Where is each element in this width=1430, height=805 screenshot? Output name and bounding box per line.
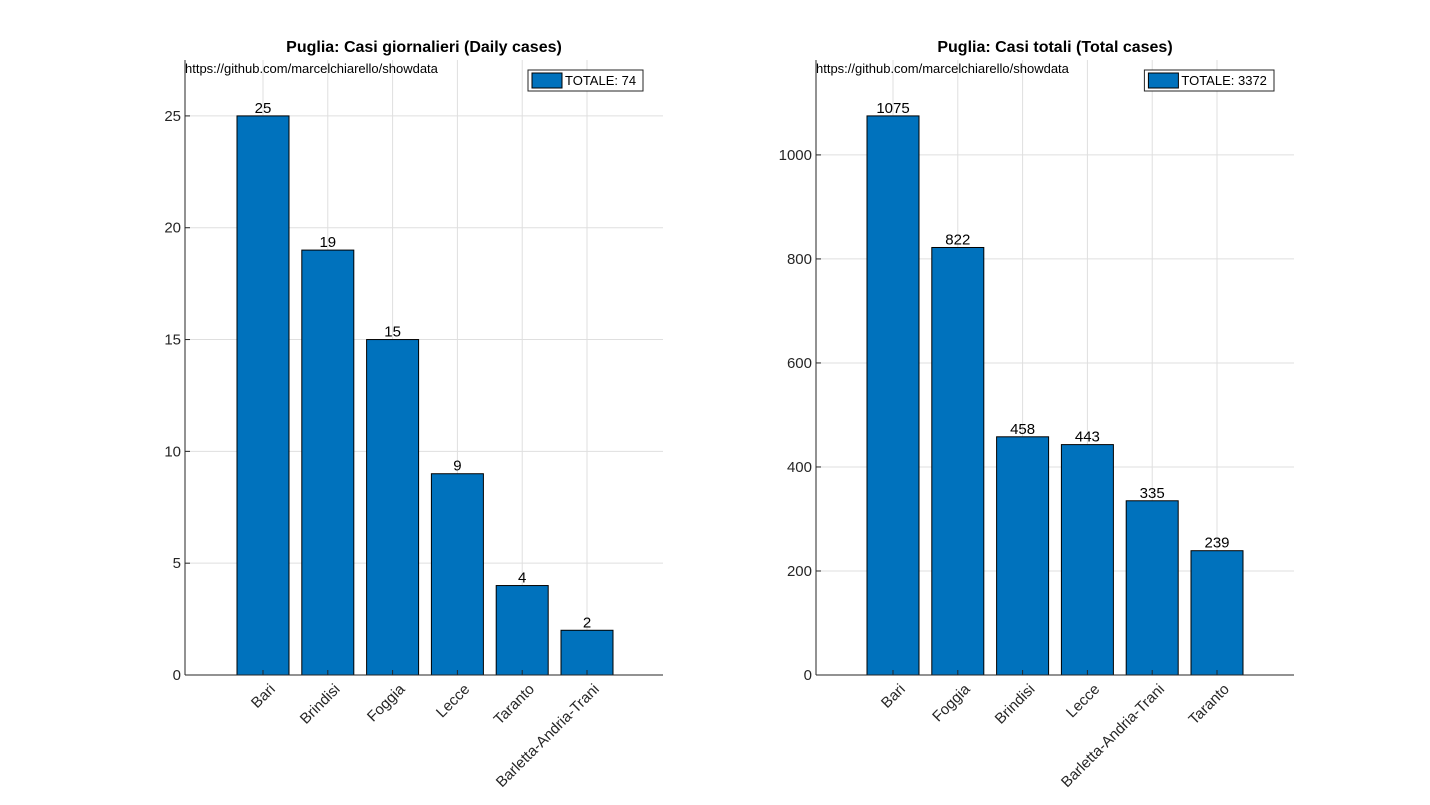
y-tick-label: 400 — [787, 459, 812, 476]
y-tick-label: 10 — [164, 443, 181, 460]
data-label: 1075 — [876, 100, 909, 117]
y-tick-label: 5 — [173, 555, 181, 572]
x-tick-label-taranto: Taranto — [1185, 681, 1232, 728]
y-tick-label: 1000 — [779, 147, 812, 164]
x-tick-label-bari: Bari — [878, 681, 909, 712]
legend: TOTALE: 74 — [527, 69, 644, 92]
bar-foggia — [366, 339, 420, 676]
bar-taranto — [1190, 550, 1244, 676]
bar-barletta-andria-trani — [560, 629, 614, 676]
x-tick-label-lecce: Lecce — [1063, 681, 1103, 721]
data-label: 9 — [453, 458, 461, 475]
source-text: https://github.com/marcelchiarello/showd… — [816, 61, 1070, 76]
chart-panel-2: 1075 822 458 443 335 239 0 200 400 600 800 1000 Bari… — [779, 39, 1294, 791]
data-label: 2 — [583, 614, 591, 631]
legend-label: TOTALE: 74 — [565, 73, 636, 88]
x-tick-label-lecce: Lecce — [433, 681, 473, 721]
source-text: https://github.com/marcelchiarello/showd… — [185, 61, 439, 76]
y-tick-label: 25 — [164, 108, 181, 125]
chart-title: Puglia: Casi totali (Total cases) — [937, 39, 1172, 56]
chart-title: Puglia: Casi giornalieri (Daily cases) — [286, 39, 562, 56]
x-tick-label-foggia: Foggia — [364, 680, 409, 725]
y-tick-label: 600 — [787, 355, 812, 372]
bar-lecce — [430, 473, 484, 676]
y-tick-label: 200 — [787, 563, 812, 580]
data-label: 458 — [1010, 421, 1035, 438]
legend-label: TOTALE: 3372 — [1181, 73, 1267, 88]
x-tick-label-foggia: Foggia — [929, 680, 974, 725]
x-tick-label-brindisi: Brindisi — [297, 681, 344, 728]
y-tick-label: 15 — [164, 332, 181, 349]
y-tick-label: 0 — [804, 667, 812, 684]
x-tick-label-brindisi: Brindisi — [992, 681, 1039, 728]
data-label: 335 — [1140, 485, 1165, 502]
data-label: 25 — [255, 100, 272, 117]
bar-foggia — [931, 246, 985, 676]
bar-bari — [236, 115, 290, 676]
data-label: 19 — [319, 234, 336, 251]
data-label: 15 — [384, 324, 401, 341]
legend: TOTALE: 3372 — [1143, 69, 1275, 92]
x-tick-label-bari: Bari — [248, 681, 279, 712]
data-label: 822 — [945, 231, 970, 248]
y-tick-label: 20 — [164, 220, 181, 237]
bar-brindisi — [301, 249, 355, 676]
bar-taranto — [495, 585, 549, 676]
data-label: 443 — [1075, 429, 1100, 446]
legend-swatch — [531, 72, 563, 89]
data-label: 239 — [1204, 535, 1229, 552]
legend-swatch — [1147, 72, 1179, 89]
x-tick-label-taranto: Taranto — [491, 681, 538, 728]
data-label: 4 — [518, 570, 526, 587]
bar-brindisi — [996, 436, 1050, 676]
y-tick-label: 0 — [173, 667, 181, 684]
bar-barletta-andria-trani — [1125, 500, 1179, 676]
bar-lecce — [1060, 444, 1114, 676]
bar-bari — [866, 115, 920, 676]
y-tick-label: 800 — [787, 251, 812, 268]
